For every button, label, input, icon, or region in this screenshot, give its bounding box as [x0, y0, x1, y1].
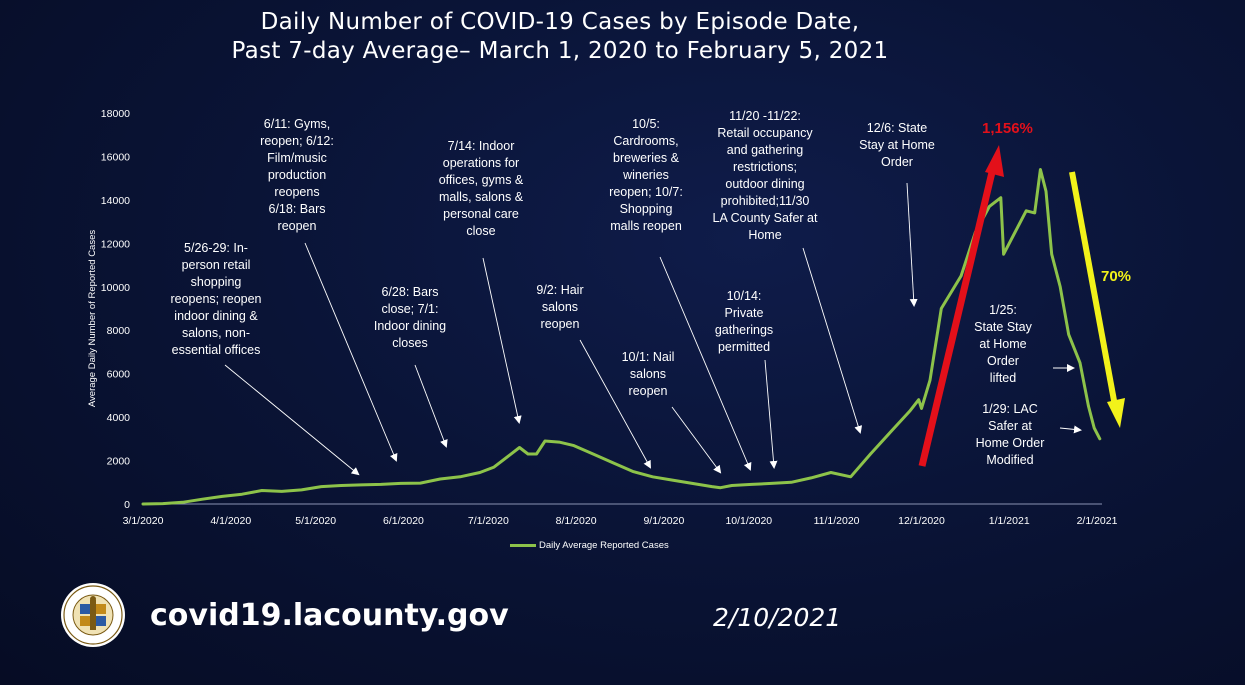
annotation-leader-arrow: [671, 406, 722, 474]
decrease-percent-label: 70%: [1101, 268, 1132, 285]
annotation-leader-arrow: [659, 256, 752, 471]
x-tick-label: 12/1/2020: [898, 515, 945, 527]
y-tick-label: 10000: [101, 282, 130, 294]
x-tick-label: 1/1/2021: [989, 515, 1030, 527]
title-line-2: Past 7-day Average– March 1, 2020 to Feb…: [231, 38, 889, 64]
increase-arrow-head: [985, 145, 1004, 177]
y-tick-label: 2000: [107, 456, 131, 468]
annotation-retail-occupancy: 11/20 -11/22: Retail occupancy and gathe…: [712, 109, 818, 242]
x-tick-label: 6/1/2020: [383, 515, 424, 527]
annotation-nail-salons: 10/1: Nail salons reopen: [621, 350, 675, 398]
increase-percent-label: 1,156%: [982, 120, 1033, 137]
annotation-leader-arrow: [304, 242, 398, 462]
annotation-leader-arrow: [579, 339, 651, 469]
legend-swatch: [510, 543, 536, 547]
increase-arrow-shaft: [918, 167, 997, 467]
footer-url: covid19.lacounty.gov: [150, 598, 509, 633]
x-tick-label: 4/1/2020: [210, 515, 251, 527]
y-axis-label: Average Daily Number of Reported Cases: [87, 230, 98, 407]
y-tick-label: 4000: [107, 412, 131, 424]
x-tick-label: 3/1/2020: [123, 515, 164, 527]
annotation-leader-arrow: [764, 359, 778, 469]
annotation-gyms: 6/11: Gyms, reopen; 6/12: Film/music pro…: [260, 117, 334, 233]
annotation-hair-salons: 9/2: Hair salons reopen: [536, 283, 584, 331]
y-tick-label: 12000: [101, 238, 130, 250]
annotation-leader-arrow: [1059, 425, 1082, 434]
title-line-1: Daily Number of COVID-19 Cases by Episod…: [260, 9, 860, 35]
x-tick-label: 11/1/2020: [814, 515, 860, 527]
y-tick-label: 6000: [107, 369, 131, 381]
county-seal-logo: [61, 583, 125, 647]
y-tick-label: 18000: [101, 108, 130, 120]
annotation-leader-arrow: [906, 182, 918, 307]
annotation-stay-lifted: 1/25: State Stay at Home Order lifted: [974, 303, 1032, 385]
chart-legend: Daily Average Reported Cases: [510, 540, 669, 551]
decrease-arrow-shaft: [1069, 171, 1118, 407]
annotation-private-gatherings: 10/14: Private gatherings permitted: [714, 289, 774, 354]
x-tick-label: 10/1/2020: [725, 515, 772, 527]
series-line-daily-average: [141, 168, 1102, 506]
legend-label: Daily Average Reported Cases: [539, 540, 669, 551]
x-tick-label: 2/1/2021: [1077, 515, 1118, 527]
x-tick-label: 5/1/2020: [295, 515, 336, 527]
annotation-stay-at-home: 12/6: State Stay at Home Order: [859, 121, 935, 169]
page-title: Daily Number of COVID-19 Cases by Episod…: [0, 8, 1120, 66]
annotation-leader-arrow: [802, 247, 863, 434]
y-tick-label: 14000: [101, 195, 130, 207]
footer-date: 2/10/2021: [713, 603, 842, 632]
annotation-cardrooms: 10/5: Cardrooms, breweries & wineries re…: [609, 117, 683, 233]
y-tick-label: 8000: [107, 325, 131, 337]
decrease-arrow-head: [1107, 398, 1125, 428]
annotation-leader-arrow: [414, 364, 448, 448]
annotation-bars-close: 6/28: Bars close; 7/1: Indoor dining clo…: [373, 285, 447, 350]
annotation-leader-arrow: [224, 364, 360, 476]
annotation-memorial-day: 5/26-29: In- person retail shopping reop…: [170, 241, 262, 357]
annotation-safer-modified: 1/29: LAC Safer at Home Order Modified: [975, 402, 1045, 467]
x-tick-label: 7/1/2020: [468, 515, 509, 527]
annotation-leader-arrow: [482, 257, 522, 424]
y-tick-label: 0: [124, 499, 130, 511]
x-tick-label: 9/1/2020: [643, 515, 684, 527]
x-tick-label: 8/1/2020: [556, 515, 597, 527]
y-tick-label: 16000: [101, 151, 130, 163]
annotation-indoor-close: 7/14: Indoor operations for offices, gym…: [438, 139, 524, 238]
